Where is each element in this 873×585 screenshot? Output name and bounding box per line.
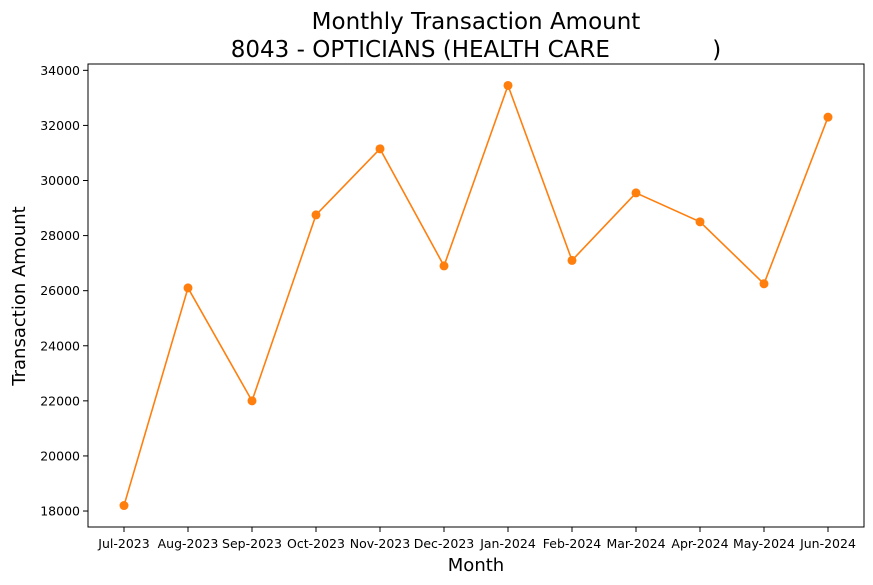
- x-tick-label: Jan-2024: [479, 536, 536, 551]
- y-tick-label: 20000: [40, 448, 80, 463]
- y-axis-label: Transaction Amount: [9, 206, 30, 386]
- data-point: [823, 112, 833, 122]
- y-tick-label: 34000: [40, 63, 80, 78]
- data-point: [119, 501, 129, 511]
- data-point: [695, 217, 705, 227]
- y-tick-label: 26000: [40, 283, 80, 298]
- y-tick-label: 22000: [40, 393, 80, 408]
- x-tick-label: Apr-2024: [671, 536, 728, 551]
- y-tick-label: 30000: [40, 173, 80, 188]
- x-tick-label: Feb-2024: [543, 536, 602, 551]
- x-axis: Jul-2023 Aug-2023 Sep-2023 Oct-2023 Nov-2023…: [97, 527, 856, 551]
- data-point: [311, 210, 321, 220]
- y-tick-label: 28000: [40, 228, 80, 243]
- x-tick-label: Jul-2023: [97, 536, 149, 551]
- chart-subtitle: 8043 - OPTICIANS (HEALTH CARE ): [231, 37, 721, 63]
- plot-area: [87, 63, 865, 528]
- x-tick-label: Sep-2023: [222, 536, 282, 551]
- data-point: [567, 255, 577, 265]
- data-point: [247, 396, 257, 406]
- y-tick-label: 32000: [40, 118, 80, 133]
- data-point: [439, 261, 449, 271]
- x-axis-label: Month: [448, 555, 504, 576]
- data-point: [759, 279, 769, 289]
- data-point: [503, 80, 513, 90]
- x-tick-label: Oct-2023: [287, 536, 345, 551]
- chart-title: Monthly Transaction Amount: [312, 9, 641, 35]
- x-tick-label: Dec-2023: [414, 536, 475, 551]
- y-tick-label: 18000: [40, 504, 80, 519]
- y-tick-label: 24000: [40, 338, 80, 353]
- x-tick-label: Jun-2024: [799, 536, 856, 551]
- y-axis: 18000 20000 22000 24000 26000 28000 30000 32000…: [40, 63, 88, 519]
- series-line: [123, 83, 829, 506]
- data-point: [631, 188, 641, 198]
- data-point: [375, 144, 385, 154]
- series-layer: [119, 80, 833, 511]
- x-tick-label: Nov-2023: [350, 536, 410, 551]
- x-tick-label: Aug-2023: [158, 536, 219, 551]
- x-tick-label: May-2024: [733, 536, 795, 551]
- data-point: [183, 283, 193, 293]
- x-tick-label: Mar-2024: [606, 536, 665, 551]
